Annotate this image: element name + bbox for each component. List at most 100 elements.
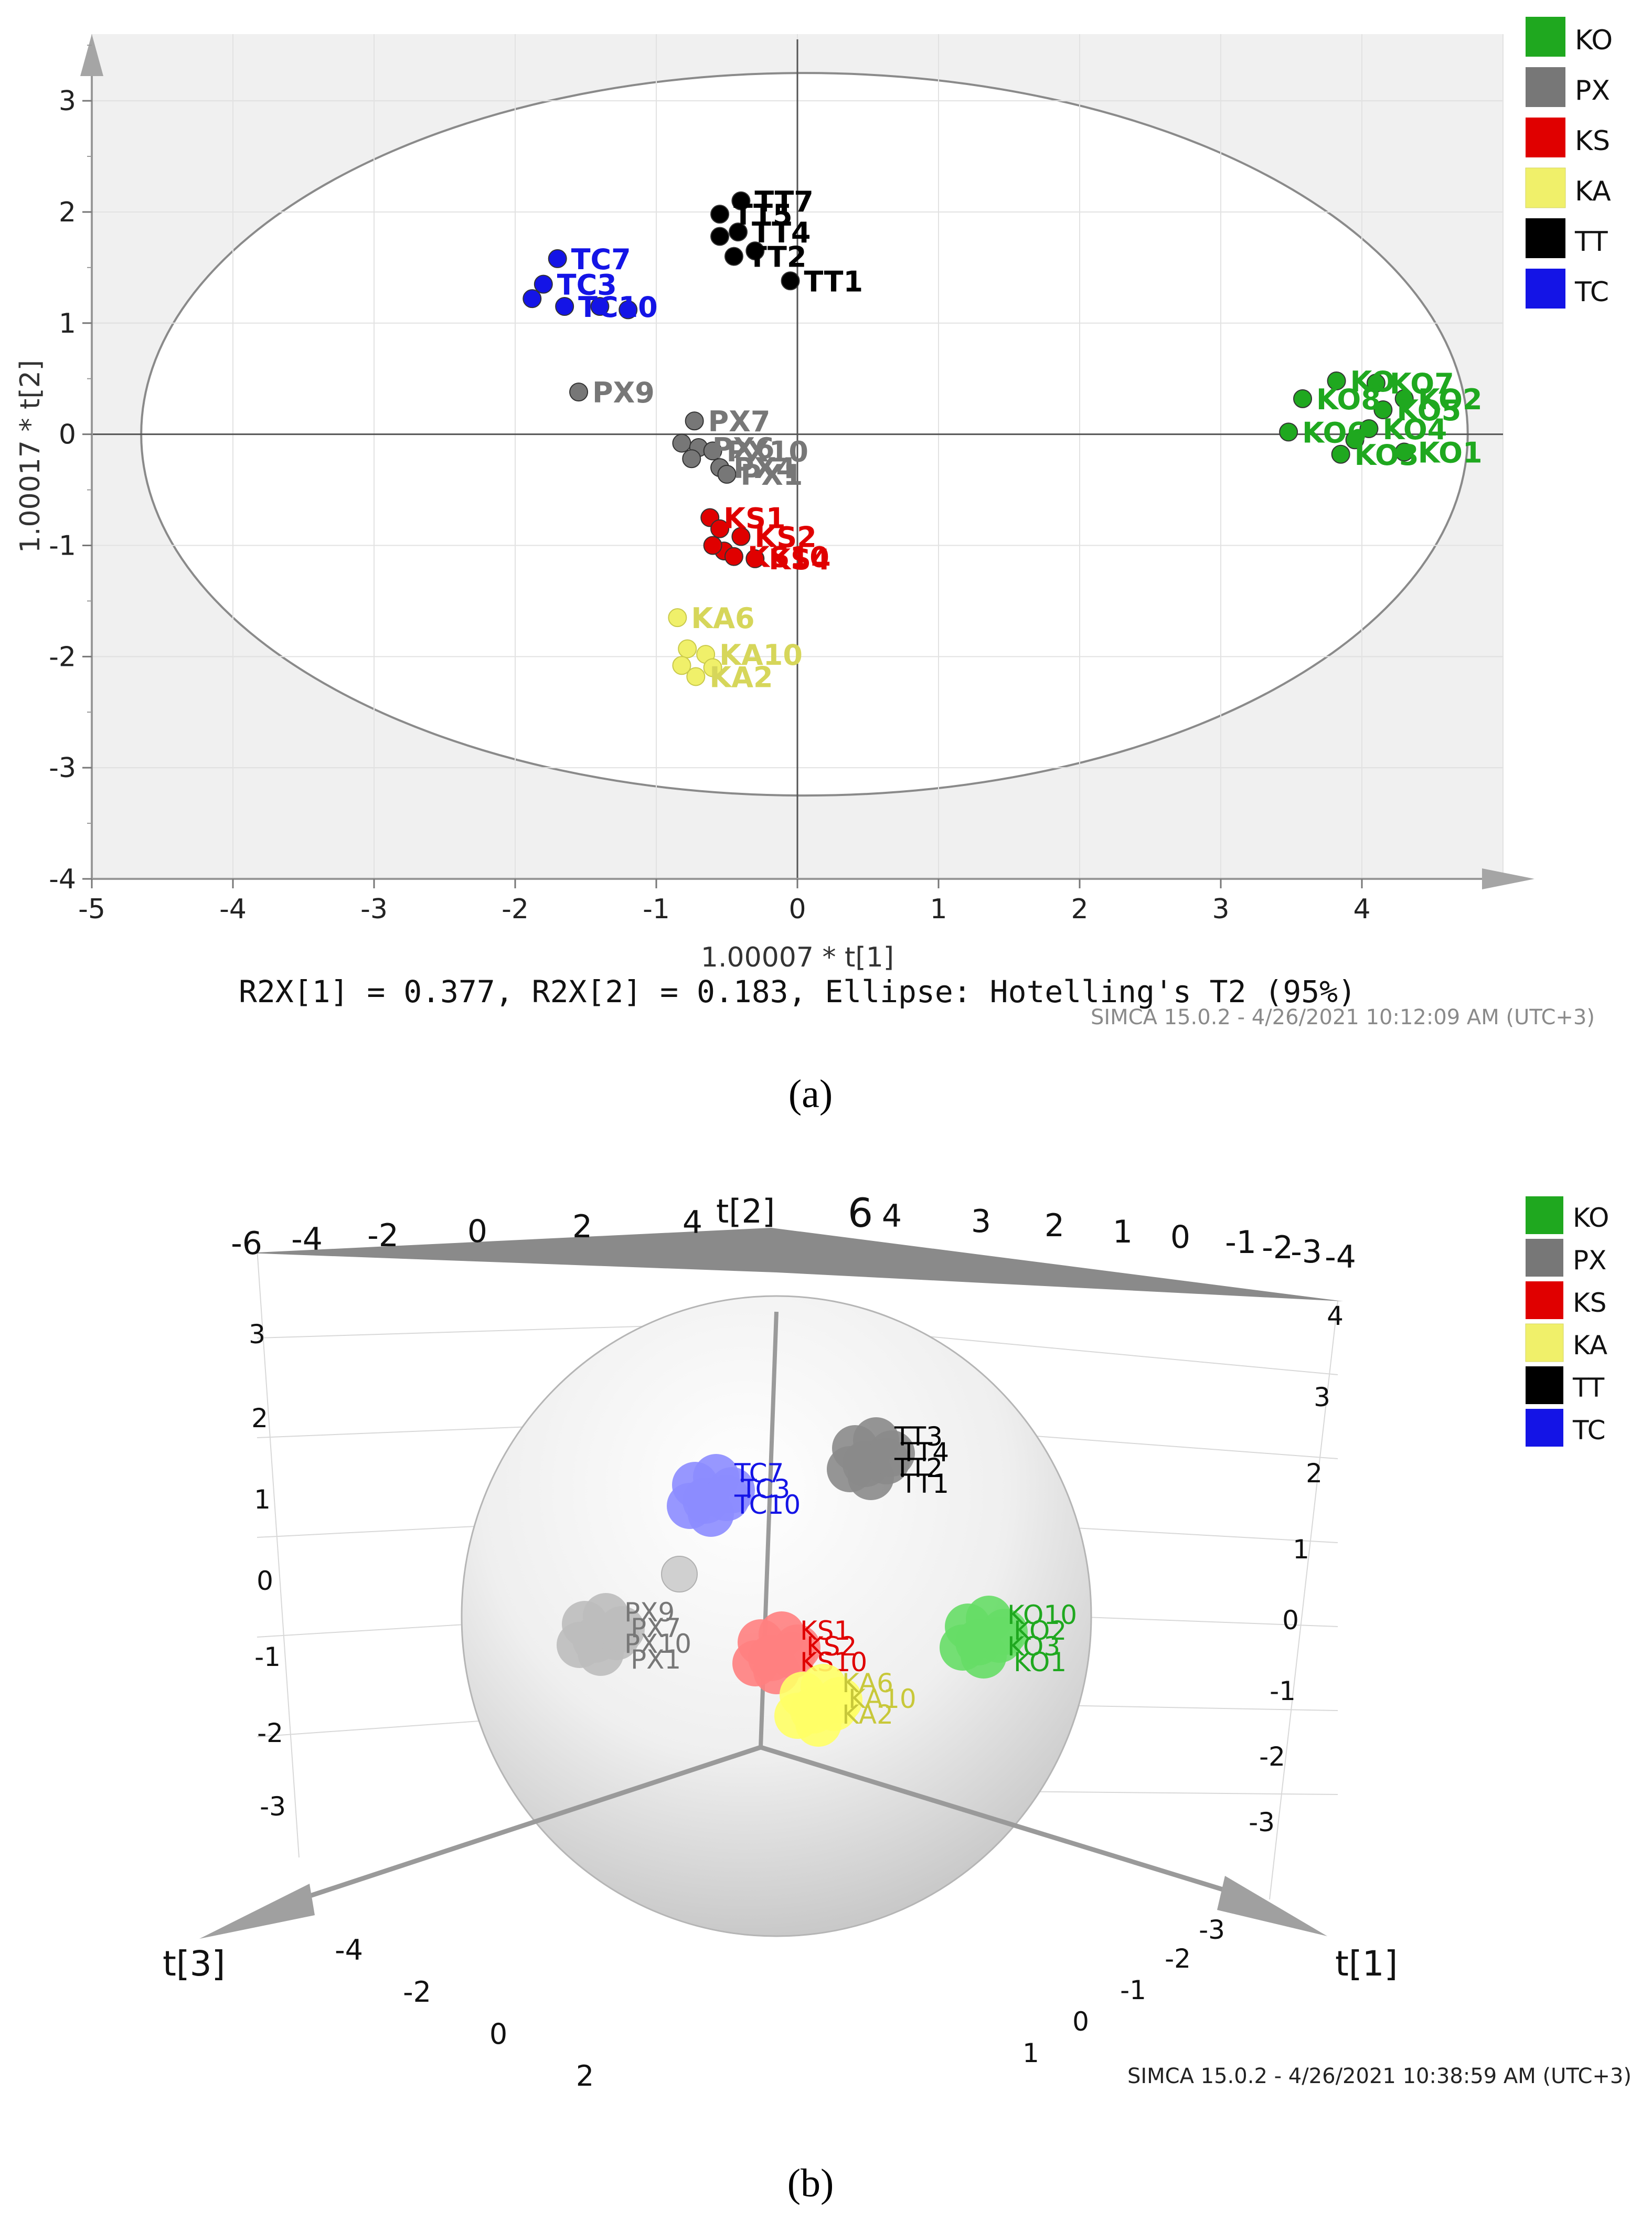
cluster-label: KS1 [800, 1616, 850, 1646]
data-point-px [682, 449, 701, 469]
legend-label-tt: TT [1572, 1373, 1605, 1403]
x-tick-label: -2 [502, 894, 529, 925]
point-label: KO7 [1390, 367, 1454, 400]
data-point-tc [619, 300, 638, 320]
x-tick-label: 2 [1071, 894, 1088, 925]
point-label: KO4 [1382, 413, 1447, 446]
point-label: TT2 [748, 241, 806, 274]
point-label: PX1 [741, 459, 803, 492]
left-tick-label: -1 [254, 1642, 281, 1672]
legend-label-ks: KS [1573, 1288, 1607, 1318]
point-label: TT7 [754, 185, 813, 218]
sphere-ks [774, 1624, 820, 1671]
data-point-ko [1331, 444, 1350, 464]
point-label: PX9 [592, 376, 655, 409]
data-point-tc [590, 297, 610, 316]
top-tick-label: -2 [367, 1217, 399, 1254]
x-tick-label: -1 [643, 894, 670, 925]
t2-axis-label: t[2] [716, 1192, 775, 1230]
legend-swatch-px [1526, 1239, 1563, 1277]
data-point-ka [668, 608, 687, 628]
cluster-label: TT2 [894, 1453, 943, 1483]
data-point-ks [703, 536, 722, 555]
right-tick-label: -2 [1259, 1741, 1285, 1772]
data-point-ks [710, 519, 730, 538]
data-point-ka [672, 656, 691, 675]
right-tick-label: -1 [1270, 1676, 1296, 1706]
data-point-tt [724, 247, 743, 266]
cluster-label: KA10 [848, 1684, 916, 1714]
right-tick-label: 2 [1306, 1458, 1323, 1489]
sphere-tc [667, 1483, 713, 1529]
left-tick-label: -2 [257, 1718, 283, 1748]
sphere-px [557, 1622, 603, 1668]
top-tick-label: 0 [1170, 1219, 1190, 1256]
cluster-label: TT1 [900, 1469, 949, 1499]
front-right-tick-label: -1 [1120, 1975, 1146, 2005]
right-tick-label: -3 [1249, 1807, 1275, 1838]
top-tick-label: -6 [231, 1225, 262, 1262]
top-tick-label: -3 [1291, 1234, 1322, 1270]
cluster-label: TT3 [894, 1421, 943, 1452]
data-point-ko [1345, 430, 1365, 450]
left-tick-label: -3 [260, 1791, 286, 1822]
point-label: KA6 [691, 602, 754, 635]
data-point-tt [710, 227, 730, 246]
axes [80, 34, 1534, 889]
legend-label-tc: TC [1572, 1415, 1606, 1446]
point-label: KA2 [709, 661, 773, 694]
legend-swatch-tc [1526, 269, 1565, 309]
cluster-label: PX7 [631, 1613, 681, 1643]
right-tick-label: 1 [1293, 1534, 1309, 1565]
simca-watermark: SIMCA 15.0.2 - 4/26/2021 10:12:09 AM (UT… [1091, 1005, 1595, 1029]
t1-axis-label: t[1] [1335, 1944, 1398, 1984]
data-point-ko [1279, 422, 1298, 442]
right-tick-label: 3 [1314, 1382, 1330, 1413]
front-left-tick-label: 0 [489, 2017, 507, 2051]
x-tick-label: 1 [930, 894, 947, 925]
legend-label-ka: KA [1573, 1330, 1607, 1361]
top-tick-label: 3 [971, 1203, 991, 1240]
legend-swatch-ko [1526, 17, 1565, 57]
sphere-ka [774, 1693, 820, 1739]
y-tick-label: -1 [49, 530, 76, 561]
cluster-label: TC10 [734, 1490, 801, 1520]
legend-label-px: PX [1575, 75, 1610, 107]
data-point-ko [1359, 419, 1379, 439]
cluster-label: KO1 [1014, 1647, 1067, 1677]
cluster-label: KO2 [1014, 1616, 1067, 1646]
x-tick-label: 0 [788, 894, 806, 925]
point-label: KO2 [1418, 383, 1483, 416]
data-point-tt [729, 222, 748, 242]
right-tick-label: 0 [1282, 1605, 1299, 1636]
y-axis-arrow [80, 34, 103, 76]
legend-swatch-tt [1526, 1366, 1563, 1404]
data-point-ks [745, 549, 765, 568]
y-tick-label: 3 [59, 86, 76, 117]
top-tick-label: 6 [848, 1190, 873, 1236]
point-label: KS1 [723, 502, 785, 535]
legend-swatch-ks [1526, 1281, 1563, 1319]
x-tick-label: 4 [1353, 894, 1370, 925]
t3-arrowhead [199, 1884, 315, 1939]
point-label: TT1 [804, 265, 863, 298]
x-tick-label: -5 [78, 894, 105, 925]
front-left-tick-label: 2 [576, 2059, 594, 2093]
data-point-tc [523, 289, 542, 309]
cluster-label: KA2 [842, 1700, 893, 1730]
point-label: KO1 [1418, 437, 1483, 470]
cluster-label: KO10 [1007, 1600, 1077, 1630]
data-point-ko [1394, 442, 1414, 462]
t3-axis-label: t[3] [163, 1944, 225, 1984]
data-point-ko [1366, 374, 1385, 393]
x-tick-label: -3 [360, 894, 388, 925]
legend-label-ks: KS [1575, 125, 1610, 157]
legend-swatch-ko [1526, 1196, 1563, 1234]
data-point-ka [703, 658, 722, 677]
top-tick-label: 1 [1113, 1214, 1133, 1250]
x-tick-label: 3 [1212, 894, 1229, 925]
